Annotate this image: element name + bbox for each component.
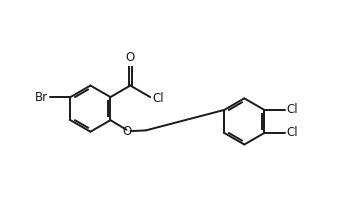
Text: Cl: Cl bbox=[287, 127, 298, 139]
Text: O: O bbox=[123, 125, 132, 138]
Text: Cl: Cl bbox=[153, 92, 164, 105]
Text: O: O bbox=[126, 51, 135, 64]
Text: Br: Br bbox=[35, 90, 48, 104]
Text: Cl: Cl bbox=[287, 103, 298, 116]
